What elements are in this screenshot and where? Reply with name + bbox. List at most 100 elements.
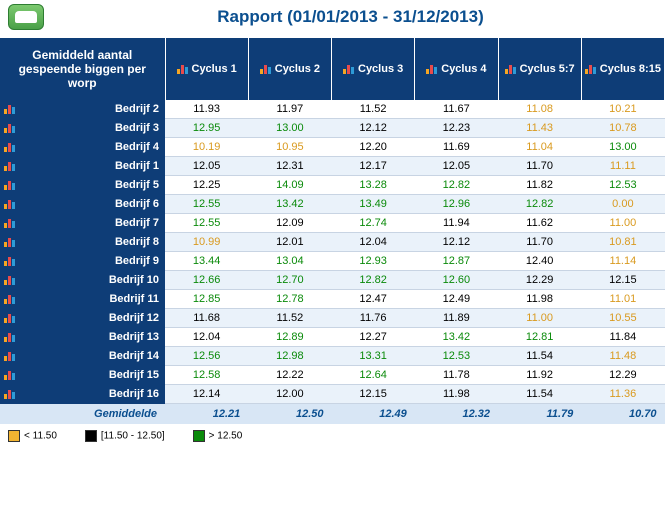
data-cell: 10.21 xyxy=(581,100,664,119)
data-cell: 12.05 xyxy=(165,157,248,176)
bar-icon xyxy=(4,237,16,247)
row-label[interactable]: Bedrijf 5 xyxy=(0,176,165,195)
data-cell: 12.17 xyxy=(332,157,415,176)
average-cell: 12.32 xyxy=(415,404,498,425)
bar-icon xyxy=(4,332,16,342)
column-header[interactable]: Cyclus 3 xyxy=(332,38,415,100)
table-row: Bedrijf 810.9912.0112.0412.1211.7010.81 xyxy=(0,233,665,252)
row-label[interactable]: Bedrijf 6 xyxy=(0,195,165,214)
report-title: Rapport (01/01/2013 - 31/12/2013) xyxy=(44,7,657,27)
data-cell: 12.96 xyxy=(415,195,498,214)
average-cell: 10.70 xyxy=(581,404,664,425)
data-cell: 11.04 xyxy=(498,138,581,157)
bar-icon xyxy=(4,275,16,285)
column-header[interactable]: Cyclus 4 xyxy=(415,38,498,100)
sort-icon xyxy=(177,64,189,74)
data-cell: 13.42 xyxy=(415,328,498,347)
data-cell: 12.70 xyxy=(248,271,331,290)
data-cell: 13.00 xyxy=(581,138,664,157)
row-label[interactable]: Bedrijf 10 xyxy=(0,271,165,290)
sort-icon xyxy=(426,64,438,74)
legend-text: [11.50 - 12.50] xyxy=(101,431,165,442)
data-cell: 12.00 xyxy=(248,385,331,404)
data-cell: 12.66 xyxy=(165,271,248,290)
bar-icon xyxy=(4,218,16,228)
bar-icon xyxy=(4,161,16,171)
data-cell: 13.00 xyxy=(248,119,331,138)
data-cell: 12.27 xyxy=(332,328,415,347)
data-cell: 13.31 xyxy=(332,347,415,366)
data-cell: 11.69 xyxy=(415,138,498,157)
data-cell: 12.40 xyxy=(498,252,581,271)
data-cell: 12.53 xyxy=(581,176,664,195)
data-cell: 11.94 xyxy=(415,214,498,233)
row-label[interactable]: Bedrijf 9 xyxy=(0,252,165,271)
row-label[interactable]: Bedrijf 2 xyxy=(0,100,165,119)
data-cell: 12.81 xyxy=(498,328,581,347)
table-row: Bedrijf 1211.6811.5211.7611.8911.0010.55 xyxy=(0,309,665,328)
table-row: Bedrijf 1512.5812.2212.6411.7811.9212.29 xyxy=(0,366,665,385)
average-label: Gemiddelde xyxy=(0,404,165,425)
data-cell: 12.78 xyxy=(248,290,331,309)
data-cell: 11.52 xyxy=(248,309,331,328)
table-row: Bedrijf 612.5513.4213.4912.9612.820.00 xyxy=(0,195,665,214)
data-cell: 13.42 xyxy=(248,195,331,214)
data-cell: 11.67 xyxy=(415,100,498,119)
data-cell: 12.15 xyxy=(332,385,415,404)
row-label[interactable]: Bedrijf 14 xyxy=(0,347,165,366)
bar-icon xyxy=(4,351,16,361)
bar-icon xyxy=(4,256,16,266)
data-cell: 12.04 xyxy=(332,233,415,252)
row-label[interactable]: Bedrijf 13 xyxy=(0,328,165,347)
column-header[interactable]: Cyclus 5:7 xyxy=(498,38,581,100)
table-row: Bedrijf 1012.6612.7012.8212.6012.2912.15 xyxy=(0,271,665,290)
legend-item: < 11.50 xyxy=(8,430,57,442)
data-cell: 11.78 xyxy=(415,366,498,385)
sort-icon xyxy=(343,64,355,74)
legend: < 11.50[11.50 - 12.50]> 12.50 xyxy=(0,424,665,448)
data-cell: 10.19 xyxy=(165,138,248,157)
row-label[interactable]: Bedrijf 15 xyxy=(0,366,165,385)
row-label[interactable]: Bedrijf 16 xyxy=(0,385,165,404)
data-cell: 12.47 xyxy=(332,290,415,309)
data-cell: 11.89 xyxy=(415,309,498,328)
average-cell: 11.79 xyxy=(498,404,581,425)
data-cell: 12.82 xyxy=(498,195,581,214)
data-cell: 11.14 xyxy=(581,252,664,271)
data-cell: 12.87 xyxy=(415,252,498,271)
data-cell: 11.52 xyxy=(332,100,415,119)
row-label[interactable]: Bedrijf 4 xyxy=(0,138,165,157)
row-label[interactable]: Bedrijf 11 xyxy=(0,290,165,309)
table-row: Bedrijf 1112.8512.7812.4712.4911.9811.01 xyxy=(0,290,665,309)
data-cell: 12.12 xyxy=(332,119,415,138)
table-row: Bedrijf 712.5512.0912.7411.9411.6211.00 xyxy=(0,214,665,233)
data-cell: 10.55 xyxy=(581,309,664,328)
bar-icon xyxy=(4,199,16,209)
data-cell: 11.00 xyxy=(581,214,664,233)
column-header[interactable]: Cyclus 1 xyxy=(165,38,248,100)
table-row: Bedrijf 913.4413.0412.9312.8712.4011.14 xyxy=(0,252,665,271)
data-cell: 12.60 xyxy=(415,271,498,290)
data-cell: 11.97 xyxy=(248,100,331,119)
row-label[interactable]: Bedrijf 7 xyxy=(0,214,165,233)
data-cell: 13.28 xyxy=(332,176,415,195)
app-logo xyxy=(8,4,44,30)
column-header[interactable]: Cyclus 8:15 xyxy=(581,38,664,100)
average-cell: 12.50 xyxy=(248,404,331,425)
data-cell: 12.05 xyxy=(415,157,498,176)
row-label[interactable]: Bedrijf 3 xyxy=(0,119,165,138)
sort-icon xyxy=(505,64,517,74)
bar-icon xyxy=(4,123,16,133)
row-label[interactable]: Bedrijf 1 xyxy=(0,157,165,176)
data-cell: 11.08 xyxy=(498,100,581,119)
row-label[interactable]: Bedrijf 8 xyxy=(0,233,165,252)
bar-icon xyxy=(4,294,16,304)
legend-swatch xyxy=(8,430,20,442)
row-label[interactable]: Bedrijf 12 xyxy=(0,309,165,328)
bar-icon xyxy=(4,180,16,190)
column-header[interactable]: Cyclus 2 xyxy=(248,38,331,100)
data-cell: 13.44 xyxy=(165,252,248,271)
table-row: Bedrijf 112.0512.3112.1712.0511.7011.11 xyxy=(0,157,665,176)
data-cell: 12.56 xyxy=(165,347,248,366)
legend-swatch xyxy=(85,430,97,442)
